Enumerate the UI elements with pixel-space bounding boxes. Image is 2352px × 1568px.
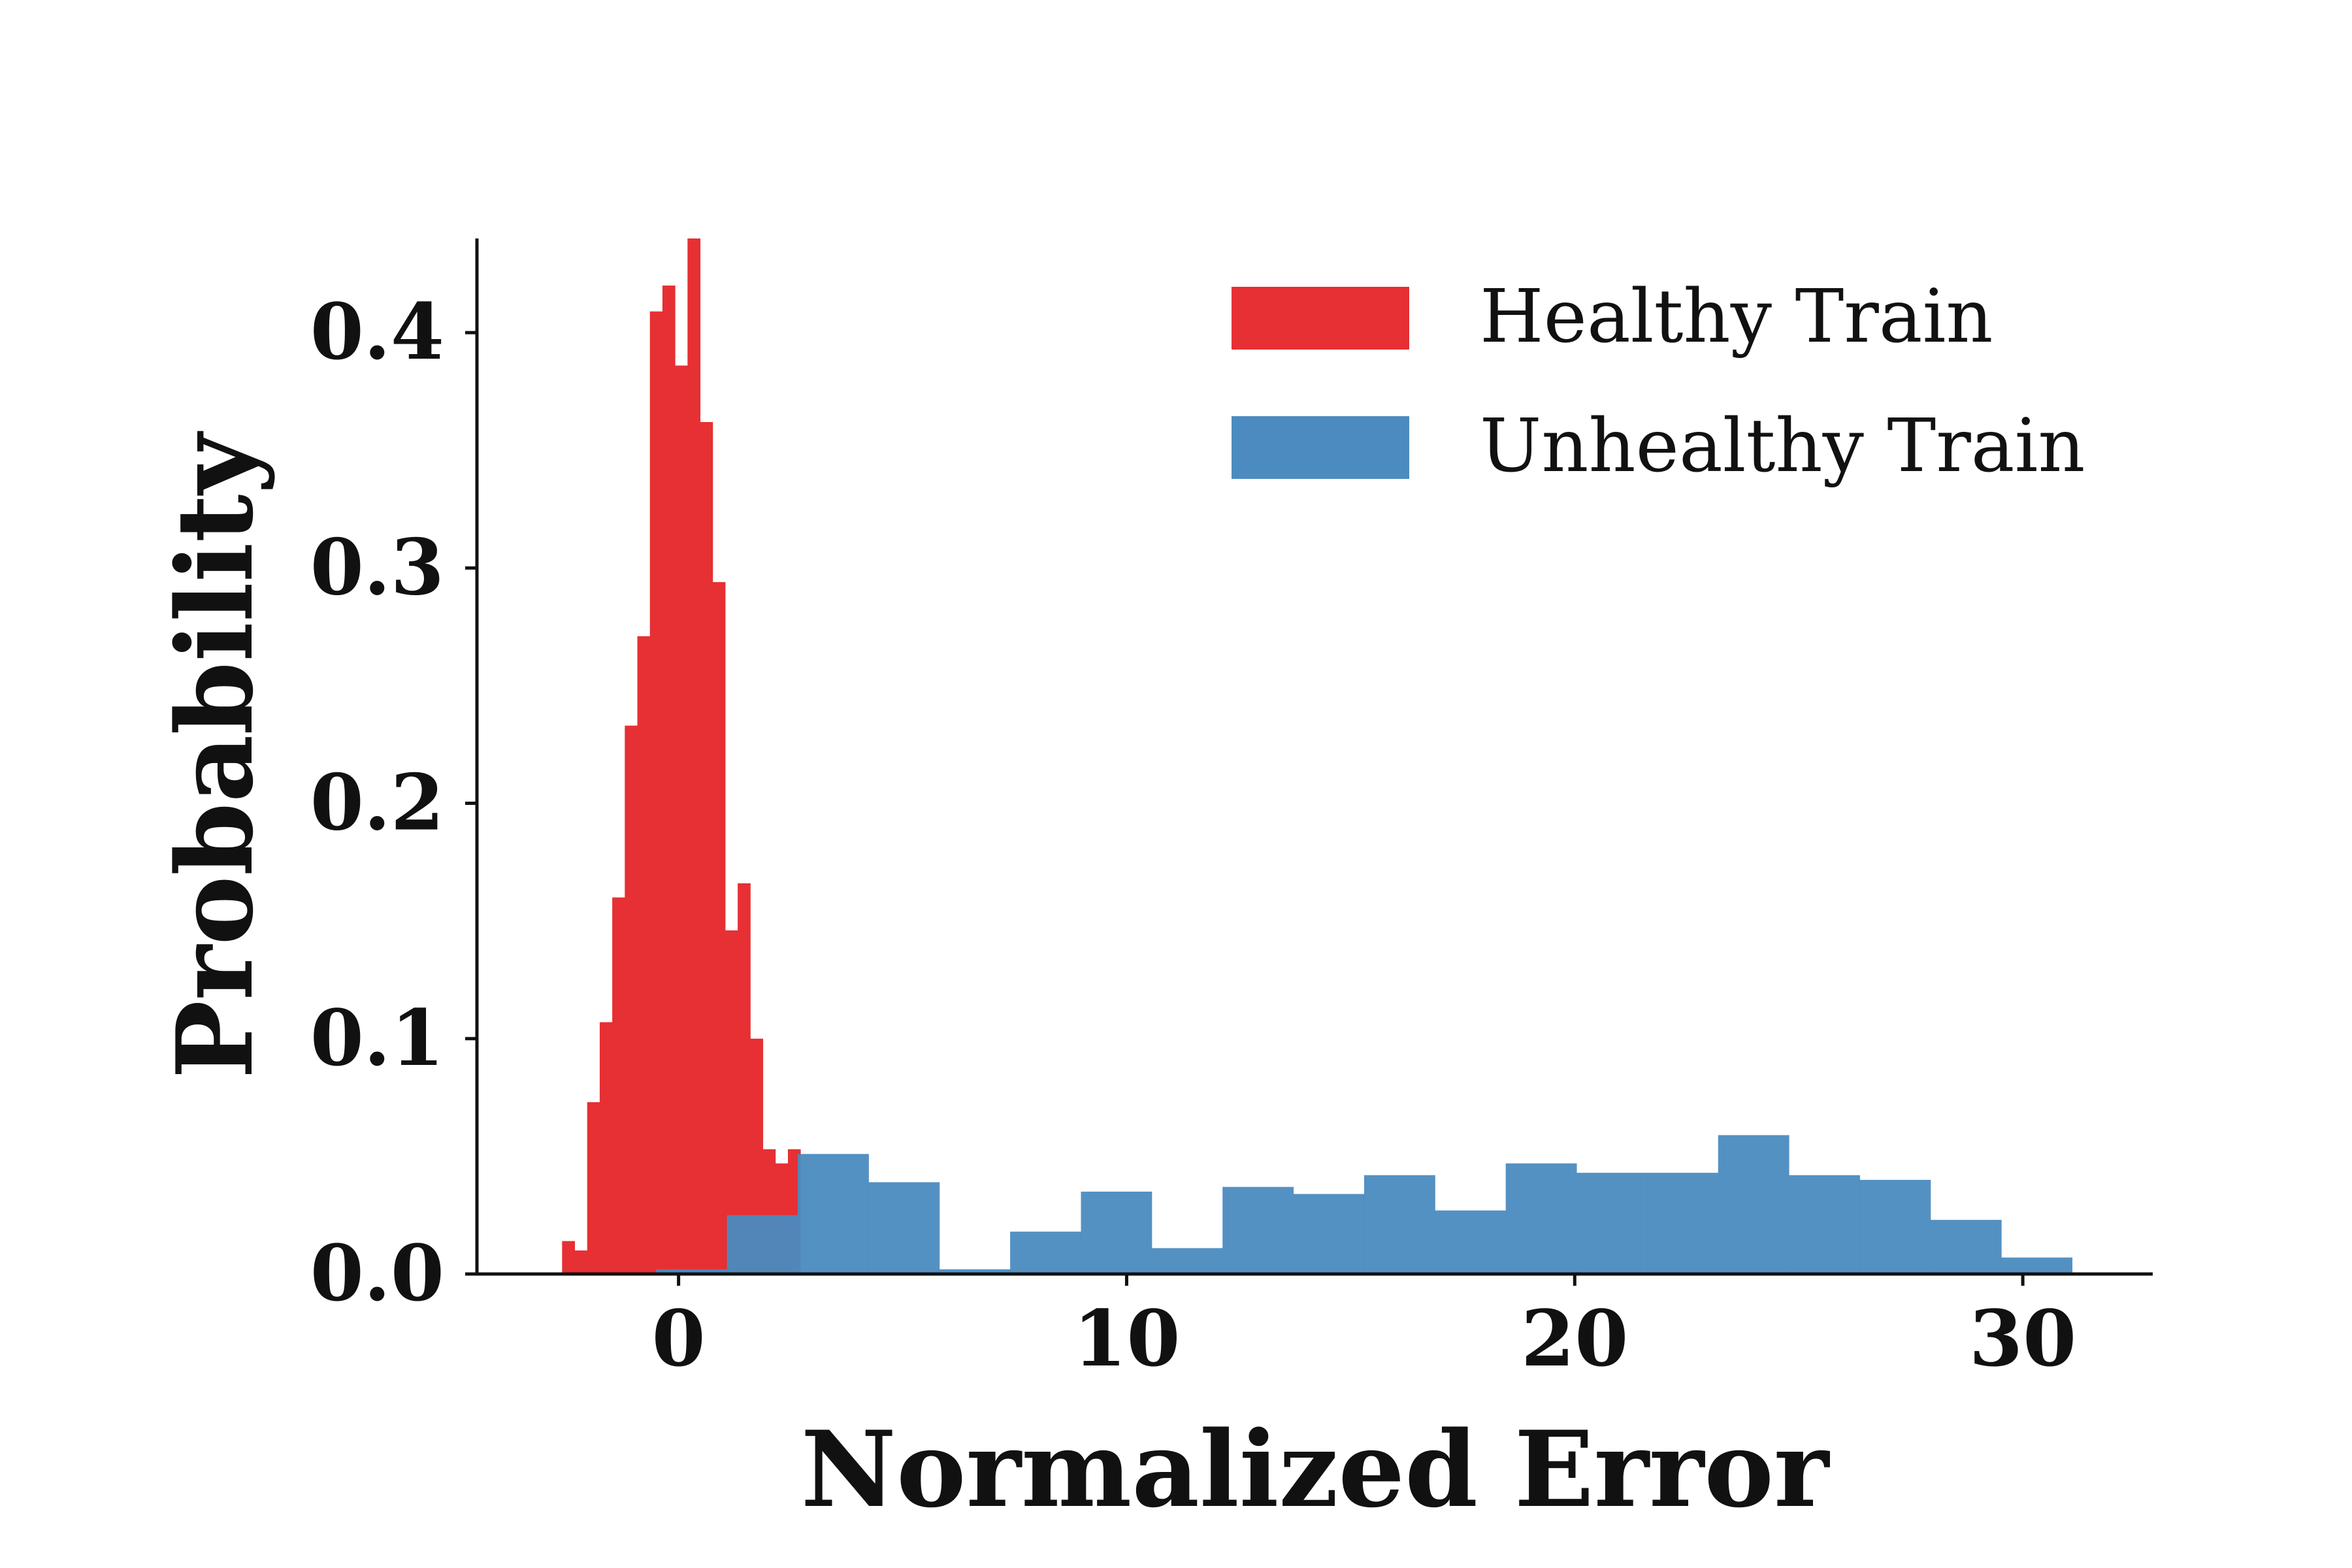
- y-tick-label: 0.1: [310, 992, 444, 1083]
- legend-swatch-healthy: [1232, 287, 1409, 350]
- unhealthy-bar: [1859, 1179, 1931, 1274]
- healthy-bar: [612, 897, 625, 1274]
- unhealthy-bar: [868, 1182, 940, 1274]
- x-tick-label: 30: [1969, 1293, 2076, 1384]
- healthy-bar: [587, 1102, 600, 1274]
- y-tick-label: 0.3: [310, 521, 444, 612]
- unhealthy-bar: [1718, 1135, 1789, 1274]
- healthy-bar: [599, 1022, 613, 1274]
- unhealthy-bar: [1505, 1163, 1577, 1274]
- unhealthy-train-bars: [656, 1135, 2073, 1274]
- unhealthy-bar: [1293, 1194, 1365, 1274]
- healthy-train-bars: [562, 238, 801, 1275]
- legend: Healthy Train Unhealthy Train: [1232, 274, 2085, 489]
- unhealthy-bar: [1435, 1210, 1507, 1274]
- unhealthy-bar: [2001, 1257, 2073, 1274]
- unhealthy-bar: [1222, 1186, 1294, 1274]
- healthy-bar: [712, 581, 726, 1274]
- healthy-bar: [725, 930, 738, 1274]
- y-tick-label: 0.2: [310, 757, 444, 848]
- healthy-bar: [637, 636, 651, 1274]
- unhealthy-bar: [1647, 1173, 1719, 1274]
- unhealthy-bar: [939, 1269, 1011, 1274]
- healthy-bar: [649, 311, 663, 1275]
- unhealthy-bar: [1364, 1175, 1435, 1274]
- x-tick-label: 0: [652, 1293, 706, 1384]
- healthy-bar: [675, 365, 688, 1274]
- healthy-bar: [574, 1250, 588, 1274]
- unhealthy-bar: [1930, 1220, 2002, 1274]
- y-axis-title: Probability: [154, 431, 276, 1079]
- unhealthy-bar: [798, 1154, 869, 1274]
- healthy-bar: [738, 883, 751, 1274]
- legend-label-unhealthy: Unhealthy Train: [1480, 404, 2085, 489]
- x-tick-label: 10: [1073, 1293, 1180, 1384]
- y-ticks: 0.0 0.1 0.2 0.3 0.4: [310, 286, 477, 1318]
- healthy-bar: [700, 421, 713, 1274]
- unhealthy-bar: [1789, 1175, 1860, 1274]
- legend-label-healthy: Healthy Train: [1480, 274, 1993, 359]
- healthy-bar: [662, 286, 676, 1275]
- unhealthy-bar: [1010, 1232, 1081, 1274]
- y-tick-label: 0.0: [310, 1228, 444, 1318]
- healthy-bar: [687, 238, 701, 1274]
- x-ticks: 0 10 20 30: [652, 1274, 2076, 1384]
- healthy-bar: [562, 1241, 576, 1274]
- unhealthy-bar: [656, 1269, 728, 1274]
- unhealthy-bar: [1151, 1248, 1223, 1274]
- healthy-bar: [750, 1038, 764, 1274]
- x-tick-label: 20: [1521, 1293, 1628, 1384]
- y-tick-label: 0.4: [310, 286, 444, 377]
- legend-swatch-unhealthy: [1232, 416, 1409, 479]
- healthy-bar: [625, 725, 638, 1274]
- unhealthy-bar: [1576, 1173, 1648, 1274]
- unhealthy-bar: [1081, 1191, 1152, 1274]
- x-axis-title: Normalized Error: [801, 1408, 1830, 1531]
- unhealthy-bar: [727, 1215, 798, 1274]
